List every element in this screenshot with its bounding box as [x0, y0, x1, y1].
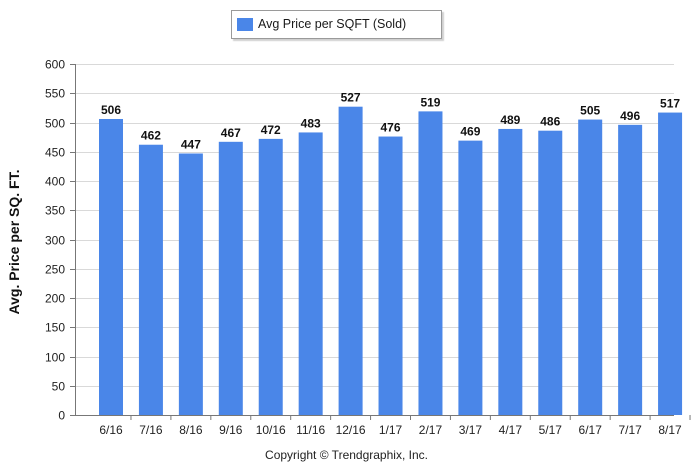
y-tick-label: 400 — [45, 175, 65, 189]
x-tick-label: 7/16 — [139, 423, 163, 437]
data-label: 519 — [420, 95, 440, 109]
data-labels: 506 462 447 467 472 483 527 476 519 469 489 486 505 4… — [101, 91, 680, 152]
bar — [618, 124, 643, 415]
x-tick-label: 11/16 — [296, 423, 325, 437]
y-tick-labels: 0 50 100 150 200 250 300 350 400 450 500 550 600 — [45, 58, 75, 423]
bar — [658, 112, 683, 415]
y-tick-label: 0 — [58, 409, 65, 423]
y-tick-label: 50 — [52, 380, 66, 394]
y-tick-label: 600 — [45, 58, 65, 72]
copyright-text: Copyright © Trendgraphix, Inc. — [265, 448, 428, 462]
y-axis-title: Avg. Price per SQ. FT. — [6, 170, 22, 315]
data-label: 517 — [660, 97, 680, 111]
legend: Avg Price per SQFT (Sold) — [231, 10, 442, 39]
x-tick-label: 6/17 — [579, 423, 603, 437]
legend-swatch — [237, 18, 253, 31]
bar — [298, 132, 323, 415]
data-label: 496 — [620, 109, 640, 123]
bar — [178, 153, 203, 415]
x-tick-label: 1/17 — [379, 423, 403, 437]
data-label: 527 — [341, 91, 361, 105]
y-tick-label: 550 — [45, 87, 65, 101]
data-label: 476 — [381, 121, 401, 135]
bar — [578, 119, 603, 415]
bar — [138, 144, 163, 416]
data-label: 489 — [500, 113, 520, 127]
x-tick-label: 8/16 — [179, 423, 203, 437]
bar — [498, 128, 523, 415]
data-label: 467 — [221, 126, 241, 140]
x-tick-label: 5/17 — [539, 423, 563, 437]
data-label: 472 — [261, 123, 281, 137]
axes — [75, 64, 674, 416]
y-tick-label: 150 — [45, 321, 65, 335]
data-label: 469 — [460, 125, 480, 139]
bar — [338, 106, 363, 415]
x-tick-label: 4/17 — [499, 423, 523, 437]
y-tick-label: 100 — [45, 351, 65, 365]
y-tick-label: 450 — [45, 146, 65, 160]
bars — [99, 106, 683, 416]
y-tick-label: 250 — [45, 263, 65, 277]
x-tick-label: 12/16 — [336, 423, 366, 437]
y-tick-label: 200 — [45, 292, 65, 306]
bar — [218, 141, 243, 415]
x-tick-label: 2/17 — [419, 423, 443, 437]
data-label: 486 — [540, 115, 560, 129]
data-label: 462 — [141, 129, 161, 143]
x-tick-label: 10/16 — [256, 423, 286, 437]
data-label: 483 — [301, 116, 321, 130]
x-tick-label: 8/17 — [658, 423, 682, 437]
x-tick-label: 6/16 — [99, 423, 123, 437]
x-tick-label: 3/17 — [459, 423, 483, 437]
legend-label: Avg Price per SQFT (Sold) — [258, 17, 407, 31]
y-tick-label: 500 — [45, 117, 65, 131]
gridlines — [75, 64, 674, 387]
bar — [99, 118, 123, 416]
bar — [458, 140, 483, 415]
data-label: 506 — [101, 103, 121, 117]
data-label: 505 — [580, 104, 600, 118]
bar — [258, 138, 283, 415]
y-tick-label: 350 — [45, 204, 65, 218]
x-tick-labels: 6/16 7/16 8/16 9/16 10/16 11/16 12/16 1/17 2/17 3… — [99, 415, 691, 437]
bar — [538, 130, 563, 415]
x-tick-label: 7/17 — [618, 423, 642, 437]
bar — [378, 136, 403, 416]
bar — [418, 111, 443, 415]
x-tick-label: 9/16 — [219, 423, 243, 437]
y-tick-label: 300 — [45, 234, 65, 248]
data-label: 447 — [181, 138, 201, 152]
